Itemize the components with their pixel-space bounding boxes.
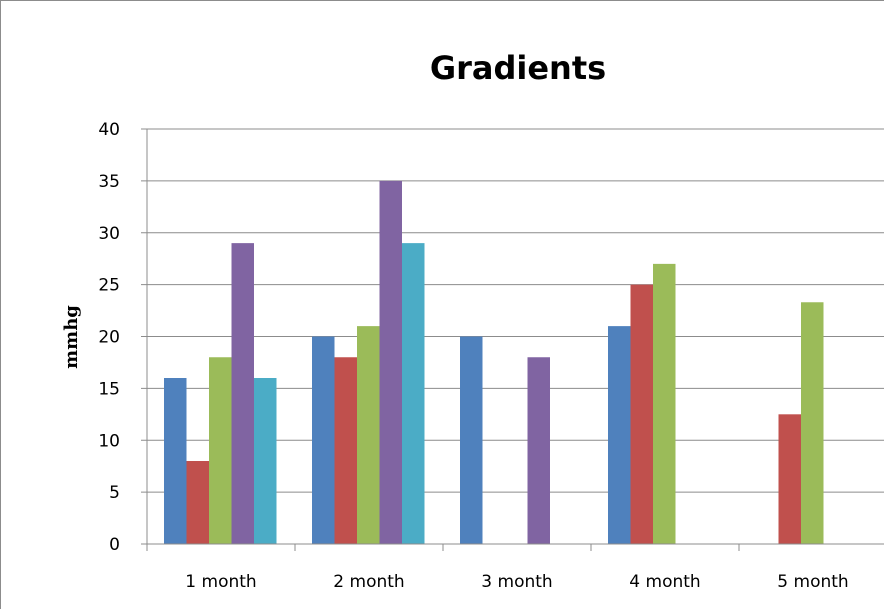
y-tick-label: 5 [109,483,120,503]
bar [334,357,357,544]
y-tick-label: 20 [98,328,120,348]
x-tick-label: 3 month [481,572,552,592]
x-tick-label: 4 month [629,572,700,592]
bar [312,336,335,544]
bar [231,243,254,544]
y-tick-label: 0 [109,535,120,555]
x-tick-label: 5 month [777,572,848,592]
tick-labels: 0 5 10 15 20 25 30 35 40 1 month 2 month 3 month 4 m… [98,120,848,592]
bar [653,263,676,544]
chart-title: Gradients [430,49,606,87]
bar [778,414,801,544]
y-axis-label: mmhg [61,305,82,369]
bar [186,461,209,544]
bar [460,336,483,544]
y-tick-label: 40 [98,120,120,140]
y-tick-label: 10 [98,431,120,451]
bar [254,378,277,544]
bar [608,326,631,544]
axes [141,128,884,551]
x-tick-label: 1 month [185,572,256,592]
y-tick-label: 30 [98,224,120,244]
bar [209,357,232,544]
bar [402,243,425,544]
y-tick-label: 15 [98,379,120,399]
bar [801,302,824,544]
y-tick-label: 35 [98,172,120,192]
bar [630,284,653,544]
y-tick-label: 25 [98,276,120,296]
bars [164,180,824,544]
bar [357,326,380,544]
bar [527,357,550,544]
bar [164,378,187,544]
bar [379,180,402,544]
x-tick-label: 2 month [333,572,404,592]
